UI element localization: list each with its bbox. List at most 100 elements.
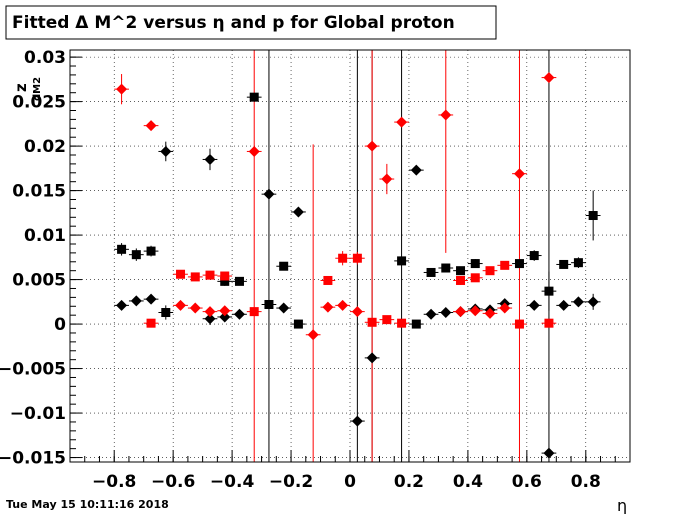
square-marker <box>397 318 407 328</box>
square-marker <box>234 276 244 286</box>
diamond-marker <box>484 307 496 319</box>
square-marker <box>117 244 127 254</box>
x-tick-label: −0.4 <box>210 472 255 492</box>
square-marker <box>500 260 510 270</box>
data-point <box>453 275 468 285</box>
data-point <box>453 266 468 276</box>
data-point <box>512 168 527 180</box>
data-point <box>585 293 601 310</box>
data-point <box>408 319 424 329</box>
square-marker <box>382 315 392 325</box>
data-point <box>497 260 513 270</box>
data-point <box>556 299 572 311</box>
square-marker <box>279 261 289 271</box>
diamond-marker <box>292 206 304 218</box>
square-marker <box>544 286 554 296</box>
y-axis-label: z dM2 <box>12 77 43 101</box>
data-point <box>512 319 527 329</box>
data-point <box>497 302 513 314</box>
data-point <box>350 306 365 318</box>
data-point <box>143 318 159 328</box>
square-marker <box>161 308 171 318</box>
square-marker <box>249 92 259 102</box>
data-point <box>467 273 483 283</box>
footer-timestamp: Tue May 15 10:11:16 2018 <box>6 498 169 511</box>
data-point <box>541 318 557 328</box>
y-tick-label: 0 <box>54 315 66 335</box>
diamond-marker <box>307 329 319 341</box>
data-point <box>232 276 247 286</box>
square-marker <box>131 250 141 260</box>
square-marker <box>338 253 348 263</box>
data-point <box>202 270 218 280</box>
data-point <box>364 140 380 152</box>
diamond-marker <box>455 306 467 318</box>
square-marker <box>514 259 524 269</box>
data-point <box>482 307 498 319</box>
data-point <box>394 256 409 266</box>
data-point <box>246 307 262 317</box>
grid-lines <box>70 50 630 462</box>
data-point <box>158 141 174 162</box>
data-point <box>512 259 527 269</box>
data-point <box>335 251 350 266</box>
diamond-marker <box>145 120 157 132</box>
y-tick-label: −0.005 <box>0 360 66 380</box>
y-axis-label-sub: dM2 <box>32 77 43 101</box>
data-point <box>246 145 262 157</box>
y-tick-label: 0.005 <box>12 271 66 291</box>
diamond-marker <box>543 72 555 84</box>
square-marker <box>529 251 539 261</box>
x-tick-label: 0.4 <box>453 472 483 492</box>
data-point <box>364 352 380 364</box>
data-point <box>232 308 247 320</box>
data-point <box>350 251 365 265</box>
x-tick-label: −0.8 <box>92 472 136 492</box>
diamond-marker <box>160 145 172 157</box>
square-marker <box>146 318 156 328</box>
data-point <box>246 92 262 102</box>
diamond-marker <box>528 299 540 311</box>
data-point <box>320 301 336 313</box>
data-point <box>320 275 336 285</box>
data-point <box>114 74 129 105</box>
diamond-marker <box>175 299 187 311</box>
x-tick-label: 0.6 <box>512 472 542 492</box>
diamond-marker <box>130 295 142 307</box>
square-marker <box>220 276 230 286</box>
data-point <box>571 296 586 308</box>
diamond-marker <box>204 313 216 325</box>
data-point <box>585 190 601 241</box>
data-point <box>261 188 277 200</box>
data-point <box>379 163 395 195</box>
diamond-marker <box>440 109 452 121</box>
data-point <box>438 109 454 121</box>
diamond-marker <box>263 188 275 200</box>
square-marker <box>588 211 598 221</box>
y-tick-label: 0.02 <box>24 137 66 157</box>
data-marks <box>114 72 601 459</box>
x-axis-label: η <box>617 496 627 514</box>
data-point <box>202 312 218 325</box>
square-marker <box>456 275 466 285</box>
data-point <box>128 248 144 261</box>
square-marker <box>220 271 230 281</box>
data-point <box>143 245 159 257</box>
square-marker <box>176 269 186 279</box>
data-point <box>541 72 557 84</box>
square-marker <box>146 246 156 256</box>
diamond-marker <box>248 145 260 157</box>
square-marker <box>190 272 200 282</box>
diamond-marker <box>543 447 555 459</box>
axes: −0.8 −0.6 −0.4 −0.2 0 0.2 0.4 0.6 0.8 0.03 0.025 0.… <box>0 48 631 492</box>
data-point <box>364 317 380 327</box>
y-axis-label-main: z <box>12 83 30 92</box>
data-point <box>158 305 174 320</box>
data-point <box>291 206 306 218</box>
y-tick-label: 0.03 <box>24 48 66 68</box>
data-point <box>261 299 277 309</box>
data-point <box>453 306 468 318</box>
square-marker <box>352 253 362 263</box>
data-point <box>173 299 188 311</box>
data-point <box>379 315 395 325</box>
